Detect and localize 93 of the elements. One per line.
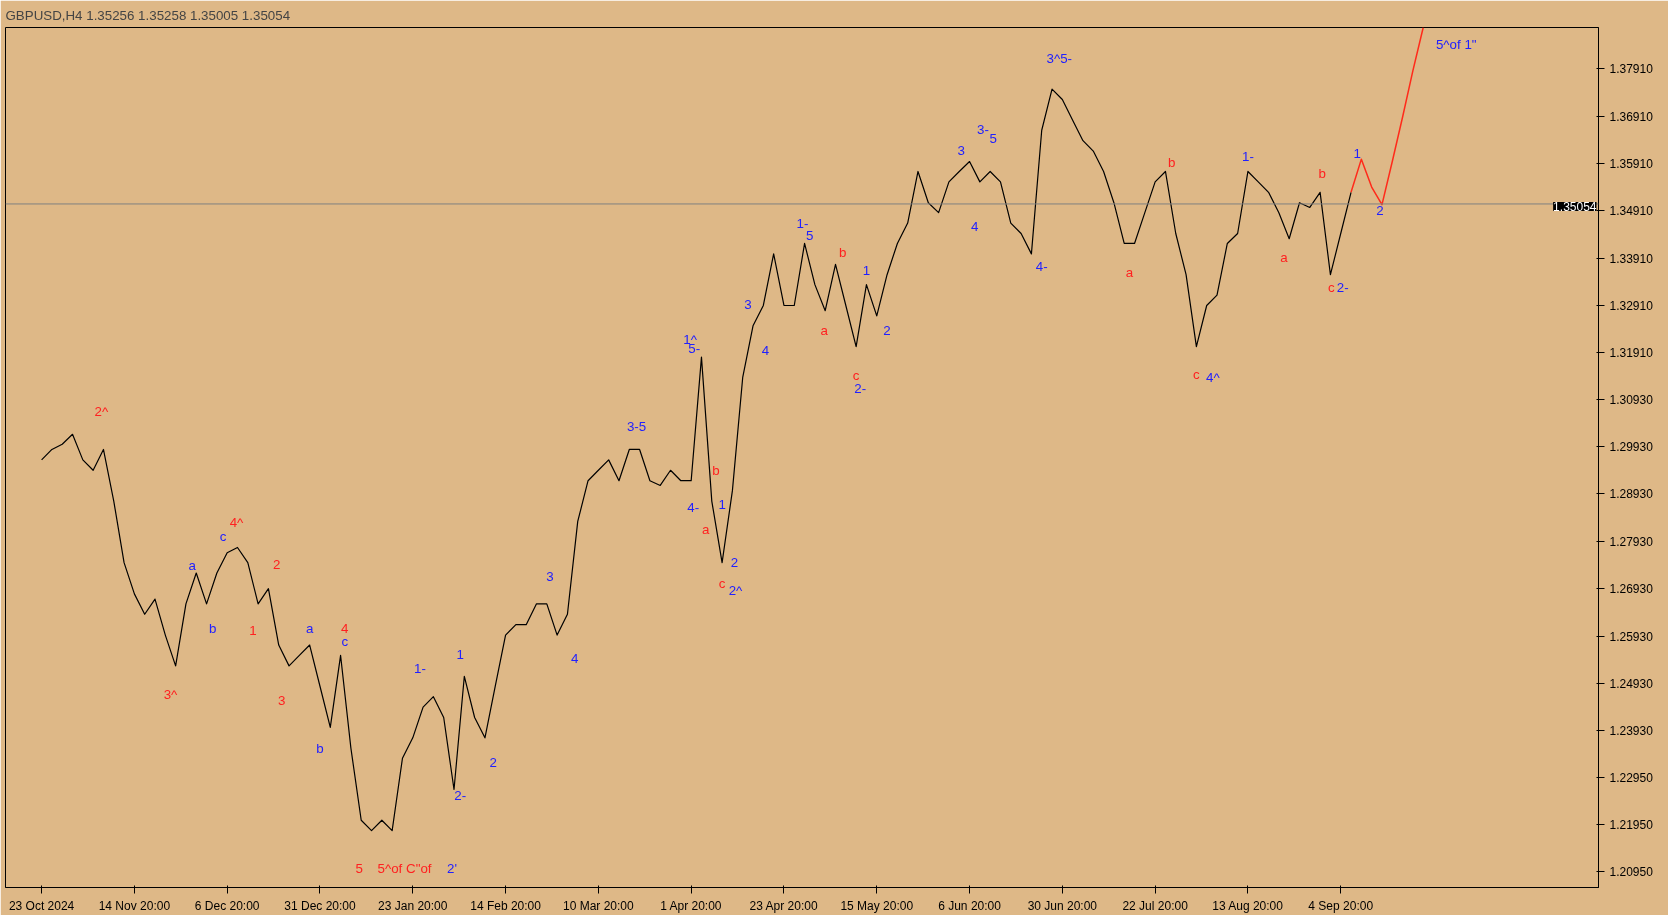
x-tick-label: 1 Apr 20:00 (660, 898, 722, 913)
annotation: 2 (1376, 203, 1384, 219)
annotation: 3^ (163, 687, 179, 703)
annotation: 2 (272, 556, 281, 572)
x-tick-label: 30 Jun 20:00 (1027, 898, 1098, 913)
annotation: 2- (454, 788, 467, 804)
annotation: a (820, 322, 829, 338)
x-tick-label: 4 Sep 20:00 (1308, 898, 1374, 913)
annotation: 1- (414, 661, 426, 677)
y-tick-label: 1.36910 (1609, 109, 1654, 124)
y-tick-label: 1.20950 (1609, 865, 1654, 880)
annotation: c (718, 575, 726, 591)
y-tick-label: 1.34910 (1609, 204, 1654, 219)
x-tick-label: 10 Mar 20:00 (563, 898, 635, 913)
annotation: c (1328, 279, 1336, 295)
annotation: c (219, 528, 227, 544)
annotation: b (316, 740, 324, 756)
y-tick-label: 1.25930 (1609, 629, 1654, 644)
annotation: 2^ (728, 583, 744, 599)
annotation: 2^ (94, 404, 109, 420)
y-tick-label: 1.35910 (1609, 156, 1654, 171)
annotation: 4- (1035, 258, 1048, 274)
y-tick-label: 1.28930 (1609, 487, 1654, 502)
annotation: 1 (1353, 146, 1361, 162)
annotation: 3^5- (1046, 50, 1073, 66)
annotation: 5 (806, 227, 814, 243)
annotation: 2 (883, 322, 891, 338)
x-tick-label: 31 Dec 20:00 (284, 898, 356, 913)
annotation: 1 (718, 496, 726, 512)
annotation: 2' (446, 861, 457, 877)
x-tick-label: 6 Dec 20:00 (194, 898, 260, 913)
line-series (1350, 27, 1424, 206)
x-tick-label: 13 Aug 20:00 (1212, 898, 1284, 913)
y-tick-label: 1.23930 (1609, 724, 1654, 739)
annotation: 3 (546, 568, 554, 584)
annotation: b (1318, 166, 1326, 182)
annotation: a (701, 521, 710, 537)
annotation: 1 (456, 647, 464, 662)
line-series (40, 88, 1352, 832)
x-tick-label: 23 Apr 20:00 (749, 898, 818, 913)
annotation: a (1280, 249, 1289, 265)
annotation: 1 (862, 262, 871, 278)
y-tick-label: 1.29930 (1609, 440, 1654, 455)
annotation: 5 (355, 861, 363, 877)
x-tick-label: 14 Feb 20:00 (470, 898, 542, 913)
annotation: c (852, 368, 860, 384)
x-tick-label: 23 Jan 20:00 (378, 898, 448, 913)
annotation: b (839, 245, 847, 261)
annotation: 5 (989, 131, 997, 147)
annotation: 2 (730, 555, 739, 571)
y-tick-label: 1.31910 (1609, 346, 1654, 361)
annotation: a (305, 621, 314, 637)
ref-line-label: 1.35054 (1553, 199, 1597, 214)
annotation: 3- (977, 121, 989, 137)
annotation: 3-5 (626, 419, 647, 435)
annotation: 4 (971, 218, 979, 234)
annotation: a (188, 557, 197, 573)
x-tick-label: 15 May 20:00 (840, 898, 914, 913)
annotation: a (1125, 264, 1134, 280)
annotation: b (1167, 154, 1176, 170)
text: 5^of 1" (1435, 36, 1477, 52)
annotation: 4- (687, 499, 700, 515)
annotation: b (712, 462, 720, 478)
annotation: 4 (761, 343, 770, 359)
y-tick-label: 1.24930 (1609, 676, 1654, 691)
annotation: 3 (744, 297, 752, 313)
y-tick-label: 1.21950 (1609, 818, 1654, 833)
annotation: 1- (796, 215, 809, 231)
chart-title: GBPUSD,H4 1.35256 1.35258 1.35005 1.35054 (5, 7, 291, 23)
y-tick-label: 1.27930 (1609, 534, 1654, 549)
annotation: b (209, 621, 217, 637)
annotation: 3 (278, 693, 286, 709)
annotation: 2 (489, 754, 497, 770)
x-tick-label: 6 Jun 20:00 (938, 898, 1002, 913)
annotation: 1- (1242, 148, 1254, 164)
annotation: 4^ (229, 515, 245, 531)
y-tick-label: 1.30930 (1609, 392, 1654, 407)
annotation: c (1193, 367, 1201, 383)
y-tick-label: 1.37910 (1609, 62, 1654, 77)
annotation: 5^of C"of (377, 861, 432, 877)
y-tick-label: 1.32910 (1609, 298, 1654, 313)
y-tick-label: 1.26930 (1609, 582, 1654, 597)
y-tick-label: 1.33910 (1609, 251, 1654, 266)
annotation: 1 (249, 623, 257, 639)
annotation: 3 (957, 142, 966, 158)
x-tick-label: 23 Oct 2024 (8, 898, 75, 913)
annotation: 4^ (1206, 369, 1221, 385)
x-tick-label: 22 Jul 20:00 (1122, 898, 1189, 913)
annotation: 2- (854, 381, 867, 397)
x-tick-label: 14 Nov 20:00 (98, 898, 171, 913)
y-tick-label: 1.22950 (1609, 770, 1654, 785)
annotation: 2- (1336, 279, 1349, 295)
annotation: 4 (570, 651, 579, 667)
